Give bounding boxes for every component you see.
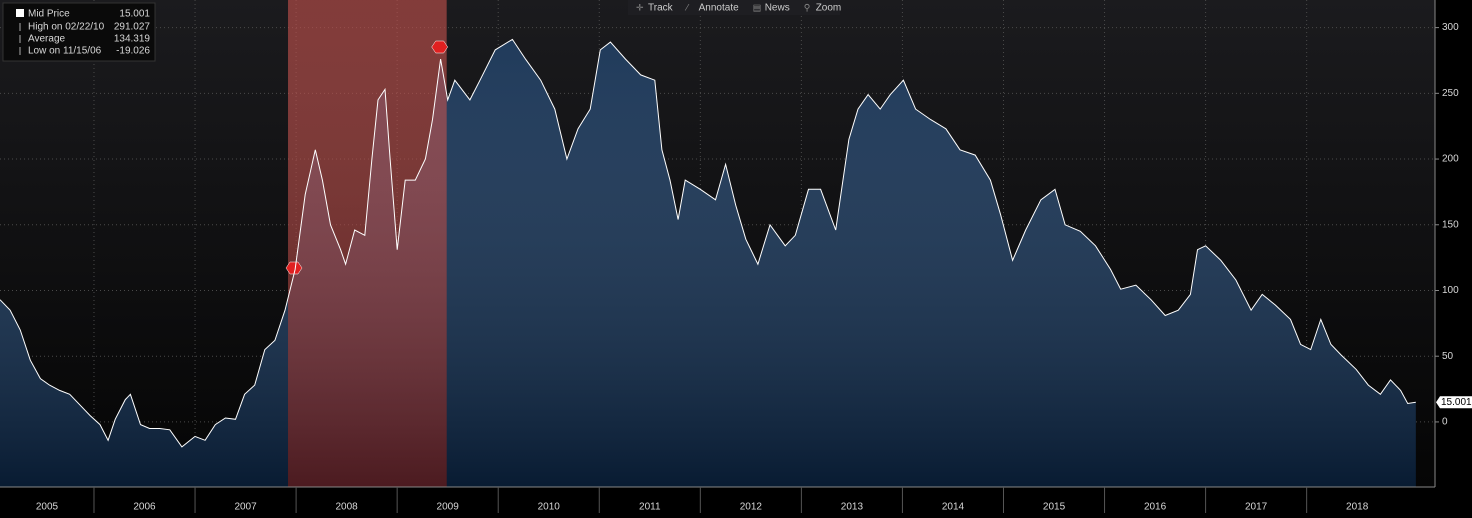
- toolbar: ✛ Track ⁄ Annotate ▤ News ⚲ Zoom: [628, 0, 841, 15]
- legend-series-value: 15.001: [119, 9, 150, 20]
- shade-layer: [285, 0, 448, 487]
- x-tick-label: 2018: [1346, 502, 1369, 513]
- legend-swatch: [16, 9, 24, 17]
- x-tick-label: 2006: [133, 502, 156, 513]
- x-tick-label: 2009: [437, 502, 460, 513]
- x-tick-label: 2014: [942, 502, 965, 513]
- toolbar-button[interactable]: Track: [648, 3, 674, 14]
- legend-stat-label: Average: [28, 34, 66, 45]
- x-tick-label: 2007: [234, 502, 257, 513]
- line-layer: [0, 38, 1416, 448]
- x-axis-band: [0, 487, 1472, 513]
- event-marker: [431, 40, 448, 54]
- x-tick-label: 2012: [740, 502, 763, 513]
- y-tick-label: 200: [1442, 154, 1459, 165]
- y-tick-label: 100: [1442, 285, 1459, 296]
- toolbar-icon: ⁄: [685, 2, 690, 12]
- toolbar-button[interactable]: Zoom: [816, 3, 842, 14]
- price-line: [0, 38, 1416, 448]
- legend-stat-label: Low on 11/15/06: [28, 46, 102, 57]
- legend-stat-value: -19.026: [116, 46, 150, 57]
- y-axis-band: [1435, 0, 1472, 487]
- y-tick-label: 0: [1442, 417, 1448, 428]
- axis-layer: 0 50 100 150 200 250 300 2005 2006 2007 2008 2009 20…: [36, 22, 1472, 513]
- toolbar-icon: ✛: [636, 2, 644, 12]
- y-tick-label: 50: [1442, 351, 1454, 362]
- last-value-tag: [1436, 396, 1472, 409]
- legend-stat-value: 291.027: [114, 22, 151, 33]
- toolbar-background: [628, 0, 840, 15]
- x-tick-label: 2010: [538, 502, 561, 513]
- last-value-label: 15.001: [1441, 397, 1472, 408]
- toolbar-button[interactable]: News: [765, 3, 790, 14]
- x-tick-label: 2013: [841, 502, 864, 513]
- y-tick-label: 150: [1442, 219, 1459, 230]
- legend-series-name: Mid Price: [28, 9, 70, 20]
- y-tick-label: 250: [1442, 88, 1459, 99]
- x-tick-label: 2016: [1144, 502, 1167, 513]
- event-marker: [285, 261, 303, 275]
- toolbar-button[interactable]: Annotate: [699, 3, 739, 14]
- legend-stat-label: High on 02/22/10: [28, 22, 105, 33]
- legend: Mid Price 15.001 High on 02/22/10 291.027 Av…: [2, 2, 156, 62]
- toolbar-icon: ⚲: [804, 2, 811, 12]
- legend-box: [2, 2, 156, 62]
- x-tick-label: 2017: [1245, 502, 1268, 513]
- toolbar-icon: ▤: [753, 2, 762, 12]
- recession-shade-gradient: [288, 0, 447, 487]
- x-tick-label: 2015: [1043, 502, 1066, 513]
- y-tick-label: 300: [1442, 22, 1459, 33]
- x-tick-label: 2008: [335, 502, 358, 513]
- x-tick-label: 2005: [36, 502, 59, 513]
- legend-stat-value: 134.319: [114, 34, 151, 45]
- x-tick-label: 2011: [639, 502, 661, 513]
